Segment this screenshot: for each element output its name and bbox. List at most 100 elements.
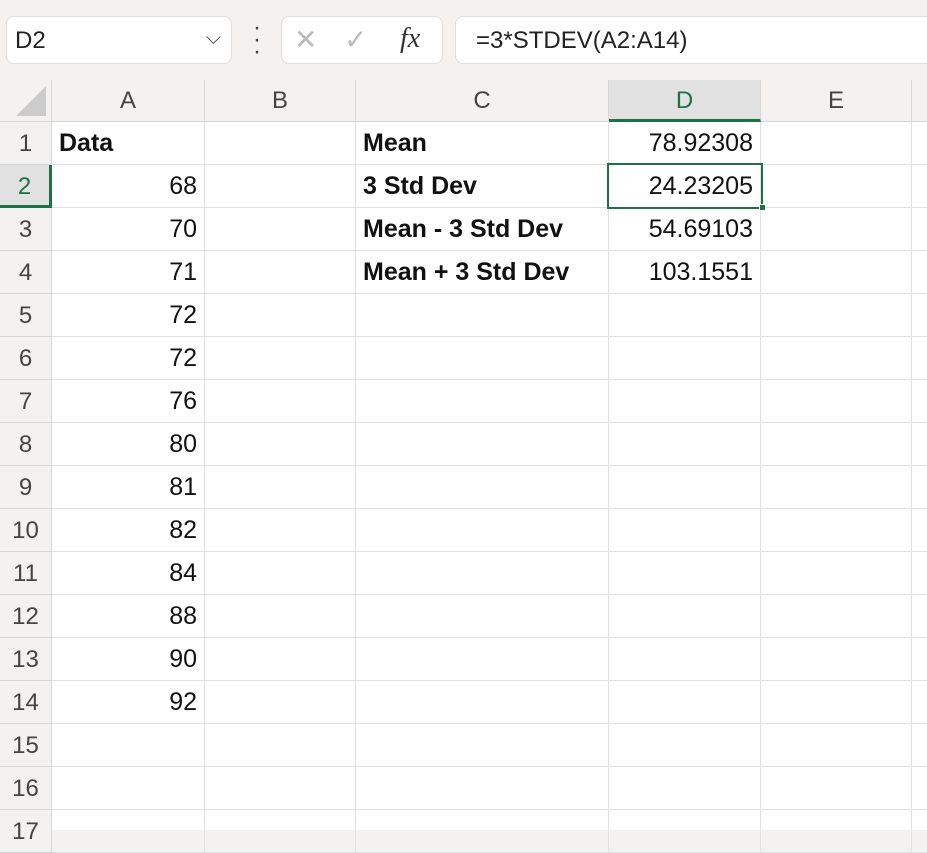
cell-e11[interactable] [761, 552, 912, 595]
cell-b14[interactable] [205, 681, 356, 724]
cell-a2[interactable]: 68 [52, 165, 205, 208]
cell-a3[interactable]: 70 [52, 208, 205, 251]
cell-f13[interactable] [912, 638, 927, 681]
cell-c11[interactable] [356, 552, 609, 595]
cell-d11[interactable] [609, 552, 761, 595]
cell-e15[interactable] [761, 724, 912, 767]
cell-e12[interactable] [761, 595, 912, 638]
cell-e16[interactable] [761, 767, 912, 810]
x-icon[interactable]: ✕ [294, 24, 318, 55]
cell-c7[interactable] [356, 380, 609, 423]
cell-a9[interactable]: 81 [52, 466, 205, 509]
cell-b1[interactable] [205, 122, 356, 165]
cell-b2[interactable] [205, 165, 356, 208]
check-icon[interactable]: ✓ [344, 24, 368, 55]
cell-d4[interactable]: 103.1551 [609, 251, 761, 294]
cell-a12[interactable]: 88 [52, 595, 205, 638]
cell-e10[interactable] [761, 509, 912, 552]
cell-a15[interactable] [52, 724, 205, 767]
cell-d12[interactable] [609, 595, 761, 638]
cell-a10[interactable]: 82 [52, 509, 205, 552]
cell-e7[interactable] [761, 380, 912, 423]
cell-c9[interactable] [356, 466, 609, 509]
cell-e4[interactable] [761, 251, 912, 294]
cell-e8[interactable] [761, 423, 912, 466]
cell-a8[interactable]: 80 [52, 423, 205, 466]
name-box[interactable]: D2 ⌵ [6, 16, 232, 64]
row-header-9[interactable]: 9 [0, 466, 52, 509]
cell-d13[interactable] [609, 638, 761, 681]
cell-c13[interactable] [356, 638, 609, 681]
cell-a17[interactable] [52, 810, 205, 853]
cell-f10[interactable] [912, 509, 927, 552]
cell-c4[interactable]: Mean + 3 Std Dev [356, 251, 609, 294]
row-header-15[interactable]: 15 [0, 724, 52, 767]
cell-d1[interactable]: 78.92308 [609, 122, 761, 165]
cell-f12[interactable] [912, 595, 927, 638]
cell-d6[interactable] [609, 337, 761, 380]
cell-f14[interactable] [912, 681, 927, 724]
cell-b3[interactable] [205, 208, 356, 251]
row-header-10[interactable]: 10 [0, 509, 52, 552]
cell-e13[interactable] [761, 638, 912, 681]
cell-f4[interactable] [912, 251, 927, 294]
fill-handle[interactable] [759, 204, 766, 211]
row-header-17[interactable]: 17 [0, 810, 52, 853]
cell-d17[interactable] [609, 810, 761, 853]
column-header-b[interactable]: B [205, 80, 356, 122]
formula-input[interactable]: =3*STDEV(A2:A14) [455, 16, 927, 64]
cell-a6[interactable]: 72 [52, 337, 205, 380]
cell-a13[interactable]: 90 [52, 638, 205, 681]
cell-b5[interactable] [205, 294, 356, 337]
cell-a7[interactable]: 76 [52, 380, 205, 423]
cell-e2[interactable] [761, 165, 912, 208]
column-header-f[interactable] [912, 80, 927, 122]
cell-e3[interactable] [761, 208, 912, 251]
cell-e1[interactable] [761, 122, 912, 165]
select-all-corner[interactable] [0, 80, 52, 122]
cell-a14[interactable]: 92 [52, 681, 205, 724]
cell-d16[interactable] [609, 767, 761, 810]
cell-b11[interactable] [205, 552, 356, 595]
cell-c10[interactable] [356, 509, 609, 552]
cell-a5[interactable]: 72 [52, 294, 205, 337]
cell-a16[interactable] [52, 767, 205, 810]
cell-b7[interactable] [205, 380, 356, 423]
cell-c14[interactable] [356, 681, 609, 724]
cell-c1[interactable]: Mean [356, 122, 609, 165]
cell-d14[interactable] [609, 681, 761, 724]
cell-d10[interactable] [609, 509, 761, 552]
cell-e9[interactable] [761, 466, 912, 509]
cell-b16[interactable] [205, 767, 356, 810]
cell-c5[interactable] [356, 294, 609, 337]
cell-c2[interactable]: 3 Std Dev [356, 165, 609, 208]
column-header-a[interactable]: A [52, 80, 205, 122]
cell-f6[interactable] [912, 337, 927, 380]
row-header-4[interactable]: 4 [0, 251, 52, 294]
row-header-5[interactable]: 5 [0, 294, 52, 337]
cell-f7[interactable] [912, 380, 927, 423]
cell-b10[interactable] [205, 509, 356, 552]
row-header-8[interactable]: 8 [0, 423, 52, 466]
row-header-12[interactable]: 12 [0, 595, 52, 638]
cell-b4[interactable] [205, 251, 356, 294]
cell-f1[interactable] [912, 122, 927, 165]
row-header-7[interactable]: 7 [0, 380, 52, 423]
cell-f11[interactable] [912, 552, 927, 595]
row-header-16[interactable]: 16 [0, 767, 52, 810]
cell-b15[interactable] [205, 724, 356, 767]
cell-b12[interactable] [205, 595, 356, 638]
cell-d9[interactable] [609, 466, 761, 509]
cell-c16[interactable] [356, 767, 609, 810]
cell-a11[interactable]: 84 [52, 552, 205, 595]
cell-a1[interactable]: Data [52, 122, 205, 165]
cell-f9[interactable] [912, 466, 927, 509]
cell-c6[interactable] [356, 337, 609, 380]
cell-f5[interactable] [912, 294, 927, 337]
row-header-11[interactable]: 11 [0, 552, 52, 595]
column-header-c[interactable]: C [356, 80, 609, 122]
row-header-3[interactable]: 3 [0, 208, 52, 251]
cell-b8[interactable] [205, 423, 356, 466]
cell-d8[interactable] [609, 423, 761, 466]
cell-c17[interactable] [356, 810, 609, 853]
